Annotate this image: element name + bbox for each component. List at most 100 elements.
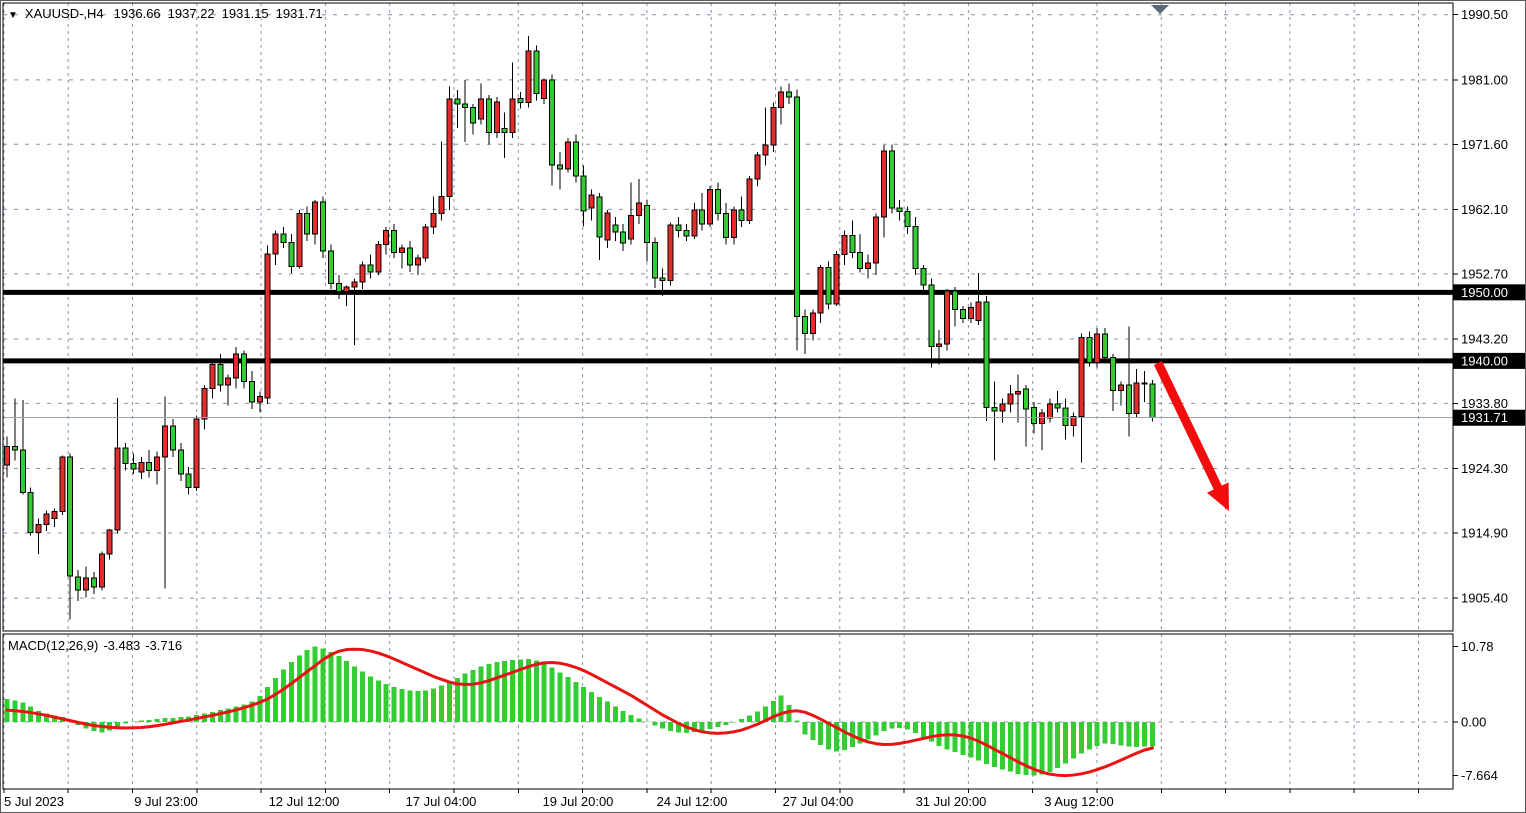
candle-body-bear (391, 230, 398, 254)
candle-body-bull (162, 425, 168, 458)
candle (509, 62, 516, 139)
candle (572, 134, 579, 183)
macd-histogram-bar (905, 722, 911, 730)
macd-histogram-bar (312, 646, 318, 722)
candle-body-bull (399, 247, 405, 254)
candle-body-bear (241, 353, 247, 382)
macd-histogram-bar (146, 719, 152, 722)
macd-histogram-bar (597, 696, 602, 722)
candle-body-bull (225, 377, 232, 386)
macd-histogram-bar (841, 722, 847, 750)
price-axis[interactable]: 1990.50 1981.00 1971.60 1962.10 1952.70 1943.… (1453, 7, 1526, 783)
candle-body-bull (296, 213, 303, 267)
candle-body-bull (667, 224, 674, 282)
candle (525, 35, 532, 108)
level-lines-layer (3, 289, 1453, 364)
candle-body-bear (27, 492, 34, 533)
candle-body-bull (636, 202, 642, 217)
candle-body-bull (1070, 415, 1077, 426)
candle-body-bull (343, 286, 350, 293)
macd-histogram-bar (573, 682, 579, 722)
candle-body-bull (841, 234, 848, 256)
candle (1062, 398, 1069, 440)
candle-body-bear (517, 97, 524, 103)
candle (98, 551, 105, 591)
candle-body-bear (896, 207, 903, 212)
candle-body-bear (699, 209, 706, 225)
candle (169, 419, 176, 457)
candle-body-bear (849, 234, 856, 254)
macd-histogram-bar (115, 722, 121, 727)
candle (1015, 374, 1022, 423)
macd-histogram-bar (431, 688, 437, 722)
candle (454, 90, 461, 128)
candle (478, 83, 484, 125)
chart-shift-marker-icon[interactable] (1151, 5, 1169, 14)
candle (699, 192, 706, 231)
candle-body-bull (707, 189, 714, 225)
macd-histogram-bar (968, 722, 974, 758)
candle (185, 467, 192, 495)
candle (406, 240, 413, 272)
candle-body-bear (572, 141, 579, 177)
candle-body-bull (1094, 333, 1101, 363)
macd-histogram-bar (36, 710, 42, 722)
candle (312, 199, 319, 245)
candle (912, 216, 919, 276)
candle-body-bear (715, 189, 721, 215)
candle-body-bull (114, 447, 121, 531)
candle-body-bull (233, 353, 240, 379)
symbol-dropdown-icon[interactable]: ▼ (8, 10, 18, 21)
macd-histogram-bar (1071, 722, 1076, 759)
candle-body-bull (83, 577, 89, 591)
candle-body-bear (928, 284, 935, 347)
candle-body-bear (90, 577, 97, 588)
macd-axis-label: 0.00 (1461, 715, 1486, 730)
candle-body-bull (414, 257, 421, 266)
candle-body-bear (146, 461, 153, 472)
candle-body-bull (106, 529, 113, 555)
price-axis-label: 1990.50 (1461, 7, 1508, 22)
candle (130, 453, 137, 474)
candle (1117, 381, 1124, 406)
candle (620, 223, 627, 252)
macd-histogram-bar (241, 704, 247, 722)
grid-layer (3, 3, 1453, 789)
candle (367, 254, 374, 279)
macd-histogram-bar (897, 722, 903, 728)
candle-body-bear (288, 241, 295, 267)
candle (327, 244, 334, 289)
macd-histogram-bar (660, 722, 666, 729)
macd-histogram-bar (1055, 722, 1061, 769)
macd-histogram-bar (352, 666, 358, 722)
candle (738, 196, 745, 228)
candle-body-bull (264, 253, 271, 399)
time-axis[interactable]: 5 Jul 2023 9 Jul 23:00 12 Jul 12:00 17 Jul … (3, 789, 1419, 809)
candle-body-bull (817, 267, 824, 314)
macd-histogram-bar (328, 652, 334, 722)
macd-histogram-bar (762, 706, 768, 722)
macd-histogram-bar (1102, 722, 1108, 744)
candle (272, 230, 279, 265)
macd-histogram-bar (525, 659, 531, 722)
candle (754, 151, 761, 187)
candle-body-bear (406, 247, 413, 266)
macd-histogram-bar (928, 722, 934, 742)
candle (35, 518, 42, 555)
macd-histogram-bar (873, 722, 879, 736)
bearish-arrow-head[interactable] (1206, 482, 1229, 511)
main-panel-border (2, 2, 1454, 632)
macd-histogram-bar (652, 722, 658, 726)
quote-open: 1936.66 (113, 6, 161, 21)
macd-histogram-bar (170, 717, 176, 722)
price-axis-label: 1971.60 (1461, 137, 1508, 152)
bearish-arrow-shaft[interactable] (1153, 361, 1225, 495)
candle-body-bear (959, 308, 966, 319)
candle (564, 138, 571, 173)
macd-histogram-bar (1031, 722, 1037, 776)
candle (1023, 384, 1030, 447)
macd-histogram-bar (818, 722, 824, 746)
candle (241, 350, 247, 389)
candle (59, 455, 66, 516)
